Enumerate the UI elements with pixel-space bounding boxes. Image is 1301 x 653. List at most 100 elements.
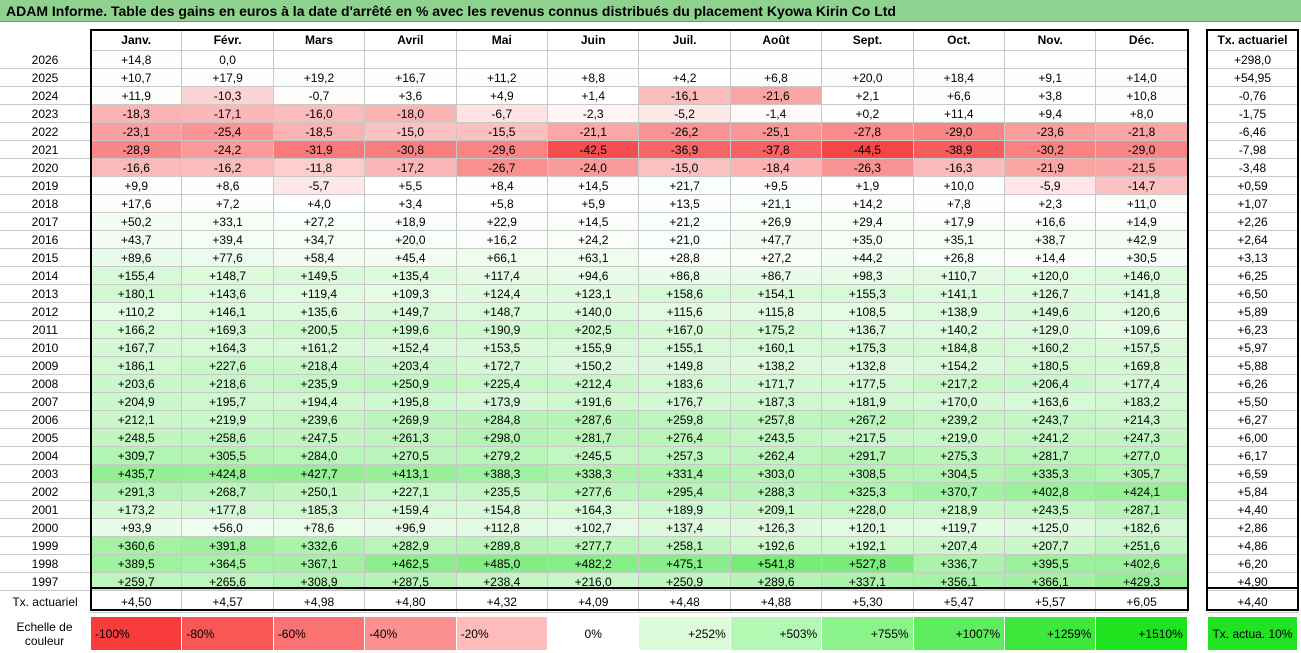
gain-cell: +171,7 [730, 375, 823, 393]
gain-cell: +482,2 [548, 555, 640, 573]
gain-cell: +269,9 [365, 411, 457, 429]
gain-cell: -18,3 [91, 105, 183, 123]
gain-cell: +176,7 [639, 393, 731, 411]
gain-cell: +182,6 [1096, 519, 1188, 537]
gain-cell: +18,4 [913, 69, 1005, 87]
tx-cell: +6,27 [1208, 411, 1298, 429]
gain-cell: +303,0 [730, 465, 823, 483]
legend-swatch: +755% [822, 617, 914, 650]
tx-cell: +2,64 [1208, 231, 1298, 249]
gain-cell: +424,8 [182, 465, 274, 483]
gain-cell: +9,9 [91, 177, 183, 195]
gain-cell: +11,2 [456, 69, 548, 87]
gain-cell: +402,6 [1096, 555, 1188, 573]
gain-cell: +177,8 [182, 501, 274, 519]
gain-cell: +154,1 [730, 285, 823, 303]
gain-cell: +8,6 [182, 177, 274, 195]
gain-cell: +185,3 [273, 501, 366, 519]
gain-cell: +164,3 [548, 501, 640, 519]
gain-cell: -42,5 [548, 141, 640, 159]
gain-cell: +209,1 [730, 501, 823, 519]
gain-cell: +3,8 [1005, 87, 1097, 105]
gain-cell [913, 51, 1005, 69]
gain-cell: +217,5 [822, 429, 914, 447]
gain-cell: +227,6 [182, 357, 274, 375]
year-label: 2003 [0, 465, 90, 483]
gain-cell: +247,5 [273, 429, 366, 447]
gain-cell: +2,1 [822, 87, 914, 105]
gain-cell: +137,4 [639, 519, 731, 537]
year-label: 1999 [0, 537, 90, 555]
year-label: 2001 [0, 501, 90, 519]
gain-cell: +154,2 [913, 357, 1005, 375]
gain-cell: +287,5 [365, 573, 457, 591]
year-label: 2018 [0, 195, 90, 213]
footer-cell: +6,05 [1096, 591, 1188, 613]
gain-cell: -5,2 [639, 105, 731, 123]
gain-cell: +11,4 [913, 105, 1005, 123]
tx-cell: +6,50 [1208, 285, 1298, 303]
gain-cell: +9,1 [1005, 69, 1097, 87]
gain-cell: +33,1 [182, 213, 274, 231]
gain-cell: +153,5 [456, 339, 548, 357]
gain-cell: +214,3 [1096, 411, 1188, 429]
gain-cell: +3,6 [365, 87, 457, 105]
year-label: 2000 [0, 519, 90, 537]
gain-cell: +243,7 [1005, 411, 1097, 429]
gain-cell: +29,4 [822, 213, 914, 231]
gain-cell: +305,5 [182, 447, 274, 465]
gain-cell: +21,1 [730, 195, 823, 213]
gain-cell: +10,7 [91, 69, 183, 87]
gain-cell: +152,4 [365, 339, 457, 357]
gain-cell: +429,3 [1096, 573, 1188, 591]
gain-cell: +30,5 [1096, 249, 1188, 267]
legend-swatch: -20% [456, 617, 548, 650]
gain-cell: +219,9 [182, 411, 274, 429]
gain-cell: +155,4 [91, 267, 183, 285]
gain-cell: +8,8 [548, 69, 640, 87]
gain-cell: +150,2 [548, 357, 640, 375]
gain-cell: +289,6 [730, 573, 823, 591]
gain-cell: +277,7 [548, 537, 640, 555]
gain-cell: +11,0 [1096, 195, 1188, 213]
tx-cell: +0,59 [1208, 177, 1298, 195]
gain-cell: +391,8 [182, 537, 274, 555]
gain-cell: +26,8 [913, 249, 1005, 267]
gain-cell: +4,2 [639, 69, 731, 87]
gain-cell: +276,4 [639, 429, 731, 447]
gain-cell: -23,6 [1005, 123, 1097, 141]
gain-cell: +119,4 [273, 285, 366, 303]
gain-cell: +189,9 [639, 501, 731, 519]
gain-cell: +1,4 [548, 87, 640, 105]
gain-cell: -26,3 [822, 159, 914, 177]
gain-cell: +124,4 [456, 285, 548, 303]
gain-cell: -16,6 [91, 159, 183, 177]
gain-cell: +160,1 [730, 339, 823, 357]
gain-cell: +187,3 [730, 393, 823, 411]
gain-cell: +267,2 [822, 411, 914, 429]
legend-swatch: +1510% [1096, 617, 1188, 650]
gain-cell: +367,1 [273, 555, 366, 573]
month-header: Août [730, 30, 823, 51]
legend-label: -40% [369, 626, 398, 641]
gain-cell: -14,7 [1096, 177, 1188, 195]
tx-cell: +6,59 [1208, 465, 1298, 483]
year-label: 2022 [0, 123, 90, 141]
gain-cell: +212,4 [548, 375, 640, 393]
gain-cell: +117,4 [456, 267, 548, 285]
legend-swatch: +1007% [913, 617, 1005, 650]
year-label: 2009 [0, 357, 90, 375]
year-label: 2016 [0, 231, 90, 249]
gain-cell: +245,5 [548, 447, 640, 465]
gain-cell: +308,5 [822, 465, 914, 483]
gain-cell: +0,2 [822, 105, 914, 123]
gain-cell: +98,3 [822, 267, 914, 285]
tx-cell: +4,90 [1208, 573, 1298, 591]
gain-cell: +17,9 [913, 213, 1005, 231]
gain-cell: +138,9 [913, 303, 1005, 321]
gain-cell: +143,6 [182, 285, 274, 303]
gain-cell: +109,3 [365, 285, 457, 303]
gain-cell: +259,8 [639, 411, 731, 429]
gain-cell: +166,2 [91, 321, 183, 339]
gain-cell: +149,8 [639, 357, 731, 375]
